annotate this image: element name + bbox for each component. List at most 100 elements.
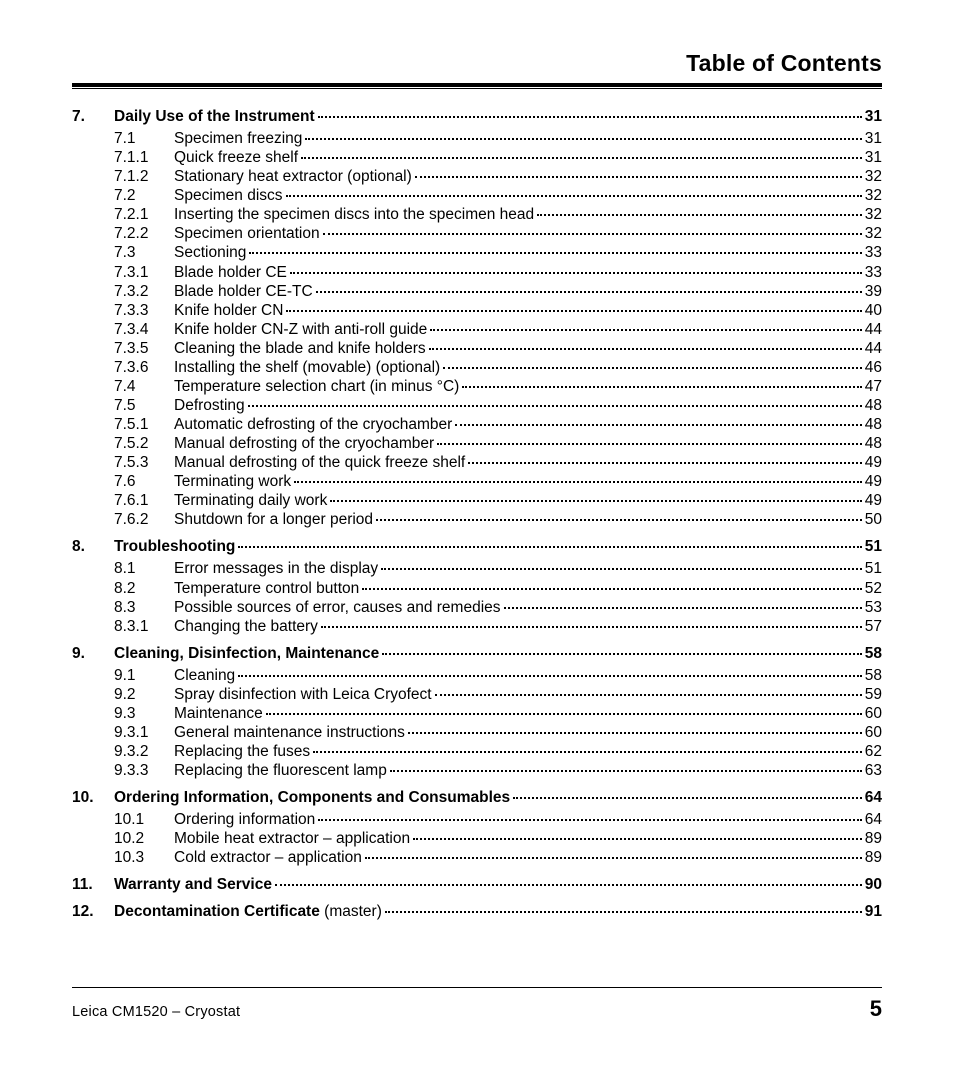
toc-entry-page: 48 [865, 415, 882, 434]
toc-entry-title: Specimen orientation [174, 224, 320, 243]
toc-entry-title: Blade holder CE-TC [174, 282, 313, 301]
toc-entry-page: 39 [865, 282, 882, 301]
toc-chapter-row: 10.Ordering Information, Components and … [72, 788, 882, 807]
toc-entry-page: 63 [865, 761, 882, 780]
toc-chapter-row: 9.Cleaning, Disinfection, Maintenance58 [72, 644, 882, 663]
toc-leader [443, 367, 862, 369]
toc-entry-title: Manual defrosting of the cryochamber [174, 434, 434, 453]
toc-leader [301, 157, 862, 159]
toc-entry-page: 40 [865, 301, 882, 320]
toc-leader [323, 233, 862, 235]
toc-entry-title: Mobile heat extractor – application [174, 829, 410, 848]
toc-entry-number: 9.3.2 [114, 742, 174, 761]
toc-entry-row: 7.2.2Specimen orientation 32 [72, 224, 882, 243]
toc-entry-title: Replacing the fuses [174, 742, 310, 761]
toc-entry-number: 7.1.1 [114, 148, 174, 167]
toc-entry-page: 59 [865, 685, 882, 704]
toc-entry-title: Error messages in the display [174, 559, 378, 578]
toc-entry-row: 7.3.4Knife holder CN-Z with anti-roll gu… [72, 320, 882, 339]
toc-chapter-row: 11.Warranty and Service90 [72, 875, 882, 894]
toc-entry-number: 7.3 [114, 243, 174, 262]
toc-entry-row: 7.5.3Manual defrosting of the quick free… [72, 453, 882, 472]
toc-entry-row: 10.1Ordering information64 [72, 810, 882, 829]
toc-entry-page: 62 [865, 742, 882, 761]
toc-leader [286, 195, 862, 197]
toc-entry-row: 8.1Error messages in the display51 [72, 559, 882, 578]
header-rule-thin [72, 88, 882, 89]
toc-entry-title: Spray disinfection with Leica Cryofect [174, 685, 432, 704]
toc-leader [275, 884, 862, 886]
toc-chapter-title-suffix: (master) [320, 903, 382, 920]
toc-leader [455, 424, 861, 426]
toc-leader [437, 443, 862, 445]
toc-entry-number: 7.3.1 [114, 263, 174, 282]
toc-leader [537, 214, 862, 216]
toc-entry-number: 9.3 [114, 704, 174, 723]
toc-leader [381, 568, 862, 570]
toc-chapter-title: Daily Use of the Instrument [114, 107, 315, 126]
toc-chapter-page: 31 [865, 107, 882, 126]
toc-leader [313, 751, 862, 753]
toc-entry-page: 32 [865, 167, 882, 186]
toc-entry-number: 7.3.3 [114, 301, 174, 320]
toc-leader [365, 857, 862, 859]
toc-entry-title: Shutdown for a longer period [174, 510, 373, 529]
toc-leader [321, 626, 862, 628]
toc-entry-page: 52 [865, 579, 882, 598]
toc-entry-number: 7.2.2 [114, 224, 174, 243]
toc-chapter-page: 64 [865, 788, 882, 807]
toc-entry-row: 7.2.1Inserting the specimen discs into t… [72, 205, 882, 224]
toc-leader [390, 770, 862, 772]
toc-entry-page: 49 [865, 453, 882, 472]
toc-leader [462, 386, 861, 388]
toc-entry-page: 51 [865, 559, 882, 578]
toc-entry-page: 58 [865, 666, 882, 685]
toc-entry-row: 9.3.3Replacing the fluorescent lamp63 [72, 761, 882, 780]
toc-entry-page: 49 [865, 472, 882, 491]
page-header-title: Table of Contents [72, 50, 882, 83]
toc-entry-row: 7.6.1Terminating daily work49 [72, 491, 882, 510]
toc-entry-number: 7.2.1 [114, 205, 174, 224]
toc-entry-number: 7.5 [114, 396, 174, 415]
toc-entry-page: 48 [865, 434, 882, 453]
toc-leader [249, 252, 861, 254]
toc-entry-title: Sectioning [174, 243, 246, 262]
toc-leader [382, 653, 861, 655]
toc-entry-number: 7.5.1 [114, 415, 174, 434]
toc-entry-number: 7.1.2 [114, 167, 174, 186]
toc-entry-page: 64 [865, 810, 882, 829]
toc-entry-row: 7.1.1Quick freeze shelf31 [72, 148, 882, 167]
toc-entry-row: 7.5.2Manual defrosting of the cryochambe… [72, 434, 882, 453]
toc-chapter-page: 91 [865, 902, 882, 921]
toc-entry-title: Installing the shelf (movable) (optional… [174, 358, 440, 377]
toc-chapter-page: 90 [865, 875, 882, 894]
toc-entry-title: Cold extractor – application [174, 848, 362, 867]
toc-entry-row: 7.1Specimen freezing 31 [72, 129, 882, 148]
toc-leader [286, 310, 861, 312]
toc-leader [318, 819, 861, 821]
toc-entry-number: 7.1 [114, 129, 174, 148]
toc-leader [290, 272, 862, 274]
toc-entry-title: Specimen freezing [174, 129, 302, 148]
toc-entry-page: 32 [865, 224, 882, 243]
toc-chapter-title: Warranty and Service [114, 875, 272, 894]
toc-entry-row: 7.1.2Stationary heat extractor (optional… [72, 167, 882, 186]
toc-entry-title: Defrosting [174, 396, 245, 415]
footer-product: Leica CM1520 – Cryostat [72, 1004, 240, 1020]
toc-entry-number: 7.3.4 [114, 320, 174, 339]
toc-entry-page: 31 [865, 129, 882, 148]
toc-entry-row: 7.3.6Installing the shelf (movable) (opt… [72, 358, 882, 377]
toc-leader [413, 838, 862, 840]
toc-chapter-number: 8. [72, 537, 114, 556]
footer-page-number: 5 [870, 996, 882, 1022]
page-footer: Leica CM1520 – Cryostat 5 [72, 987, 882, 1022]
toc-chapter-number: 10. [72, 788, 114, 807]
toc-leader [376, 519, 862, 521]
toc-entry-page: 46 [865, 358, 882, 377]
toc-chapter-number: 12. [72, 902, 114, 921]
footer-rule [72, 987, 882, 988]
toc-entry-number: 9.2 [114, 685, 174, 704]
toc-leader [305, 138, 861, 140]
toc-entry-number: 10.1 [114, 810, 174, 829]
toc-entry-row: 9.2Spray disinfection with Leica Cryofec… [72, 685, 882, 704]
